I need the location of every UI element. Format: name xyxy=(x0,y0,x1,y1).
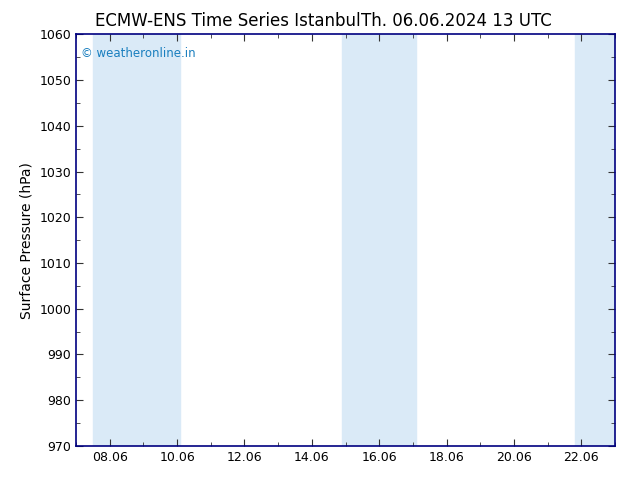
Text: ECMW-ENS Time Series Istanbul: ECMW-ENS Time Series Istanbul xyxy=(96,12,361,30)
Text: © weatheronline.in: © weatheronline.in xyxy=(81,47,196,60)
Y-axis label: Surface Pressure (hPa): Surface Pressure (hPa) xyxy=(20,162,34,318)
Bar xyxy=(574,34,618,446)
Bar xyxy=(93,34,181,446)
Bar xyxy=(342,34,417,446)
Text: Th. 06.06.2024 13 UTC: Th. 06.06.2024 13 UTC xyxy=(361,12,552,30)
